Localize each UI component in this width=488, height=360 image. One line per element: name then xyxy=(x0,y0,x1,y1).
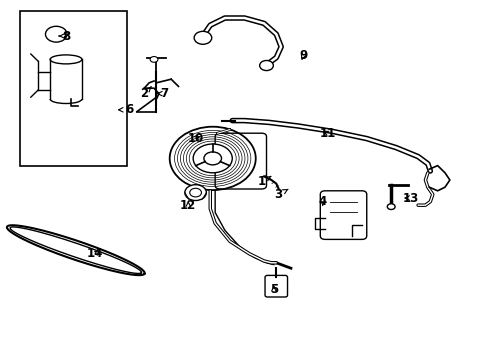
Text: 11: 11 xyxy=(319,127,335,140)
Circle shape xyxy=(193,144,232,173)
Text: 10: 10 xyxy=(187,132,203,145)
Text: 3: 3 xyxy=(274,188,287,201)
Bar xyxy=(20,11,127,166)
Text: 13: 13 xyxy=(402,192,418,204)
Circle shape xyxy=(259,60,273,71)
Circle shape xyxy=(150,57,158,62)
Circle shape xyxy=(184,185,206,201)
Text: 14: 14 xyxy=(87,247,103,260)
Text: 2: 2 xyxy=(140,87,151,100)
Text: 6: 6 xyxy=(119,103,133,116)
Circle shape xyxy=(194,31,211,44)
Text: 8: 8 xyxy=(59,30,70,42)
Text: 4: 4 xyxy=(318,195,326,208)
FancyBboxPatch shape xyxy=(320,191,366,239)
Circle shape xyxy=(45,26,67,42)
FancyBboxPatch shape xyxy=(215,133,266,189)
Circle shape xyxy=(189,188,201,197)
Circle shape xyxy=(386,204,394,210)
Text: 5: 5 xyxy=(269,283,277,296)
Text: 7: 7 xyxy=(157,87,167,100)
Text: 9: 9 xyxy=(299,49,306,62)
Text: 1: 1 xyxy=(257,175,270,188)
Ellipse shape xyxy=(50,55,82,64)
FancyBboxPatch shape xyxy=(264,275,287,297)
Circle shape xyxy=(203,152,221,165)
Text: 12: 12 xyxy=(180,199,196,212)
